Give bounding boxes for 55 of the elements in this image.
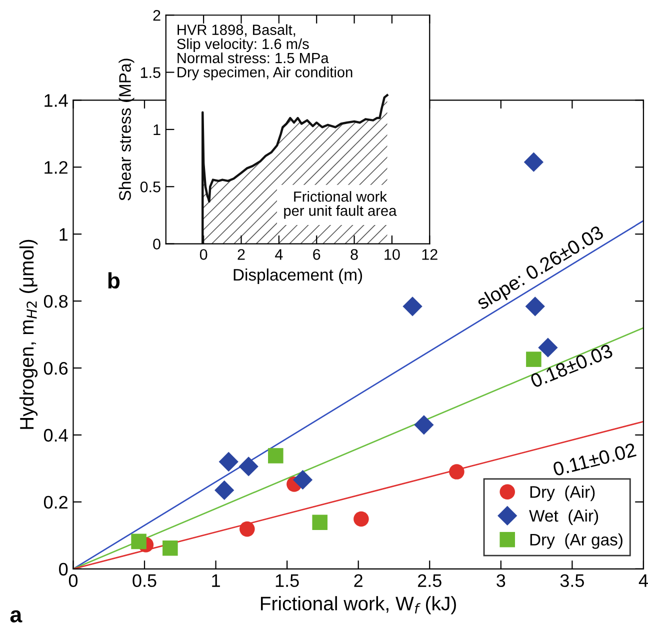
legend-label: Dry (Air)	[530, 486, 595, 502]
point	[268, 448, 284, 464]
x-tick-label: 8	[350, 249, 358, 260]
point	[292, 470, 313, 490]
y-tick-label: 1.2	[44, 161, 68, 174]
x-tick-label: 6	[313, 249, 320, 260]
x-tick-label: 3	[496, 574, 506, 588]
x-tick-label: 1.5	[276, 574, 299, 588]
x-tick-label: 12	[422, 249, 438, 260]
x-tick-label: 1	[212, 574, 220, 587]
point	[449, 464, 464, 480]
point	[402, 296, 422, 316]
point	[214, 480, 234, 500]
legend-label: Dry (Ar gas)	[530, 533, 622, 549]
y-tick-label: 0.2	[44, 496, 68, 509]
x-tick-label: 2	[238, 249, 245, 260]
y-tick-label: 0.4	[44, 428, 68, 442]
annotation: b	[108, 272, 120, 289]
y-tick-label: 1	[154, 124, 160, 135]
text: a	[10, 610, 22, 622]
point	[162, 540, 178, 556]
point	[131, 534, 146, 550]
y-tick-label: 1.5	[140, 67, 160, 78]
y-tick-label: 0.8	[44, 294, 68, 308]
annotation: 0.11±0.02	[552, 442, 637, 476]
x-tick-label: 0	[68, 574, 78, 588]
x-tick-label: 2.5	[418, 574, 442, 588]
x-tick-label: 4	[275, 249, 283, 260]
y-axis-title: Hydrogen, m$_{H2}$ (μmol)	[19, 240, 38, 429]
y-tick-label: 2	[153, 10, 160, 21]
y-tick-label: 1	[60, 228, 68, 241]
y-tick-label: 0	[153, 238, 160, 250]
point	[218, 452, 238, 472]
point	[312, 514, 328, 530]
annotation: Frictional work per unit fault area	[284, 191, 397, 219]
x-tick-label: 4	[638, 574, 648, 587]
legend-label: Wet (Air)	[529, 509, 598, 526]
annotation: HVR 1898, Basalt, Slip velocity: 1.6 m/s Normal stress: 1.5 MPa Dry specimen, Air condition	[177, 24, 352, 80]
point	[525, 296, 545, 316]
point	[240, 521, 255, 537]
x-axis-title: Displacement (m)	[234, 268, 362, 284]
x-tick-label: 0	[200, 249, 208, 260]
y-axis-title: Shear stress (MPa)	[118, 58, 134, 200]
y-tick-label: 1.4	[44, 94, 68, 107]
point	[238, 456, 258, 476]
x-axis-title: Frictional work, W$_{f}$ (kJ)	[260, 596, 456, 614]
y-tick-label: 0.5	[140, 182, 160, 192]
y-tick-label: 0.6	[44, 362, 68, 375]
x-tick-label: 10	[384, 249, 400, 260]
y-tick-label: 0	[59, 562, 68, 576]
point	[354, 511, 369, 527]
x-tick-label: 3.5	[560, 574, 584, 588]
x-tick-label: 2	[354, 574, 362, 587]
point	[524, 152, 544, 172]
point	[414, 415, 434, 435]
